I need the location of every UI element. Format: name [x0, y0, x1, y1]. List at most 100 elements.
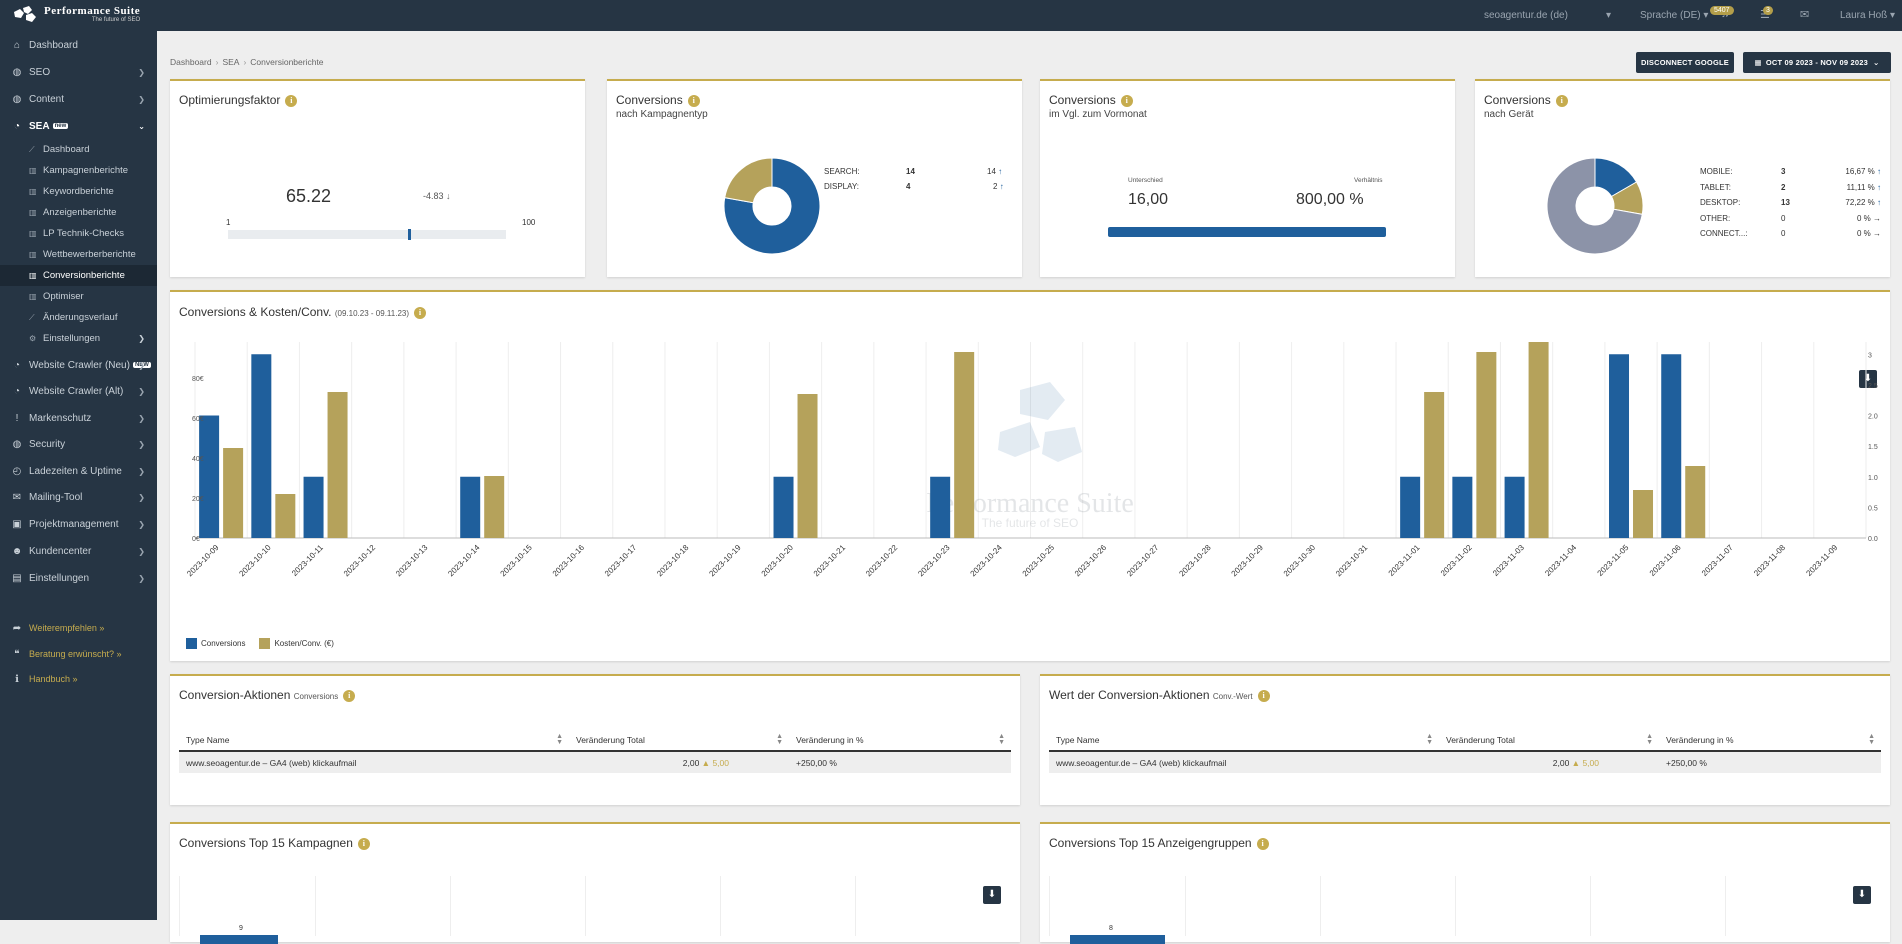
th-type-name[interactable]: Type Name ▲ ▼	[179, 729, 569, 752]
bar-conversions[interactable]	[1661, 354, 1682, 538]
sidebar-sub-lp-technik-checks[interactable]: ▥ LP Technik-Checks	[0, 223, 157, 244]
bar-kosten[interactable]	[275, 494, 296, 538]
info-icon[interactable]: i	[1257, 689, 1270, 702]
sidebar-item-markenschutz[interactable]: ! Markenschutz ❯	[0, 407, 157, 429]
sidebar-link-handbuch[interactable]: ℹ Handbuch »	[0, 668, 157, 690]
sidebar-sub-keywordberichte[interactable]: ▥ Keywordberichte	[0, 181, 157, 202]
sidebar-sub-dashboard[interactable]: ⟋ Dashboard	[0, 139, 157, 160]
sidebar-item-content[interactable]: ◍ Content ❯	[0, 88, 157, 110]
sidebar-link-beratung[interactable]: ❝ Beratung erwünscht? »	[0, 643, 157, 665]
bar-kosten[interactable]	[1633, 490, 1654, 538]
chevron-down-icon: ❯	[138, 519, 145, 529]
brand-logo[interactable]: Performance Suite The future of SEO	[12, 4, 140, 24]
sidebar-item-security[interactable]: ◍ Security ❯	[0, 433, 157, 455]
info-icon[interactable]: i	[285, 94, 298, 107]
bar-conversions[interactable]	[303, 476, 324, 538]
user-menu[interactable]: Laura Hoß ▾	[1840, 10, 1896, 21]
th-veraenderung-total[interactable]: Veränderung Total ▲ ▼	[569, 729, 789, 752]
sidebar-link-label: Weiterempfehlen »	[29, 623, 105, 633]
sidebar-sub-conversionberichte[interactable]: ▥ Conversionberichte	[0, 265, 157, 286]
th-type-name[interactable]: Type Name ▲ ▼	[1049, 729, 1439, 752]
info-icon[interactable]: i	[1555, 94, 1568, 107]
bar-conversions[interactable]	[251, 354, 272, 538]
sidebar-item-mailing-tool[interactable]: ✉ Mailing-Tool ❯	[0, 486, 157, 508]
bar-kosten[interactable]	[1476, 352, 1497, 538]
bar-kosten[interactable]	[1528, 342, 1549, 538]
language-selector[interactable]: Sprache (DE) ▾	[1640, 10, 1709, 21]
sidebar-item-seo[interactable]: ◍ SEO ❯	[0, 61, 157, 83]
sidebar-item-label: Website Crawler (Neu) NEW	[29, 360, 151, 371]
th-veraenderung-prozent[interactable]: Veränderung in % ▲ ▼	[789, 729, 1011, 752]
legend-kosten[interactable]: Kosten/Conv. (€)	[274, 639, 334, 648]
th-veraenderung-prozent[interactable]: Veränderung in % ▲ ▼	[1659, 729, 1881, 752]
y-right-tick: 1.0	[1868, 475, 1878, 482]
info-icon[interactable]: i	[687, 94, 700, 107]
date-range-button[interactable]: ▦ OCT 09 2023 - NOV 09 2023 ⌄	[1743, 52, 1891, 73]
domain-caret-icon[interactable]: ▾	[1606, 10, 1612, 21]
info-icon[interactable]: i	[343, 689, 356, 702]
sidebar-sub-aenderungsverlauf[interactable]: ⟋ Änderungsverlauf	[0, 307, 157, 328]
bar-conversions[interactable]	[773, 476, 794, 538]
bar-kosten[interactable]	[223, 448, 244, 538]
bar-conversions[interactable]	[930, 476, 951, 538]
sidebar-item-einstellungen[interactable]: ▤ Einstellungen ❯	[0, 567, 157, 589]
bar-conversions[interactable]	[1400, 476, 1421, 538]
donut-slice-search[interactable]	[723, 157, 821, 255]
legend-conversions[interactable]: Conversions	[201, 639, 246, 648]
bar-conversions[interactable]	[199, 415, 220, 539]
x-tick-label: 2023-10-19	[707, 543, 743, 579]
download-chart-button[interactable]: ⬇	[1853, 886, 1871, 904]
gear-icon: ⚙	[29, 334, 37, 343]
sidebar-item-website-crawler-neu[interactable]: ◔ Website Crawler (Neu) NEW ❯	[0, 354, 157, 376]
chevron-down-icon: ⌄	[138, 121, 145, 131]
y-right-tick: 2.0	[1868, 414, 1878, 421]
bar-conversions[interactable]	[1504, 476, 1525, 538]
info-icon[interactable]: i	[1256, 837, 1269, 850]
x-tick-label: 2023-10-15	[499, 543, 535, 579]
tasks-icon[interactable]: ☰	[1760, 9, 1770, 21]
bar-kosten[interactable]	[327, 392, 348, 538]
sidebar-link-weiterempfehlen[interactable]: ➦ Weiterempfehlen »	[0, 617, 157, 639]
sidebar-sub-einstellungen[interactable]: ⚙ Einstellungen ❯	[0, 328, 157, 349]
conversions-geraet-card: Conversions i nach Gerät MOBILE: 3 16,67 % …	[1475, 79, 1890, 277]
breadcrumb-dashboard[interactable]: Dashboard	[170, 57, 212, 67]
sidebar-sub-optimiser[interactable]: ▥ Optimiser	[0, 286, 157, 307]
sidebar-item-kundencenter[interactable]: ☻ Kundencenter ❯	[0, 540, 157, 562]
info-icon[interactable]: i	[1120, 94, 1133, 107]
sidebar-link-label: Beratung erwünscht? »	[29, 649, 122, 659]
chevron-down-icon: ❯	[138, 492, 145, 502]
breadcrumb-sea[interactable]: SEA	[222, 57, 240, 67]
opt-max: 100	[522, 218, 536, 227]
domain-selector[interactable]: seoagentur.de (de)	[1484, 10, 1568, 21]
bar-kosten[interactable]	[1424, 392, 1445, 538]
disconnect-google-button[interactable]: DISCONNECT GOOGLE	[1636, 52, 1734, 73]
breadcrumb-current: Conversionberichte	[250, 57, 324, 67]
bar-kosten[interactable]	[797, 394, 818, 538]
sidebar-item-dashboard[interactable]: ⌂ Dashboard	[0, 34, 157, 56]
bar-conversions[interactable]	[1452, 476, 1473, 538]
sidebar-item-sea[interactable]: ◔ SEA new ⌄	[0, 115, 157, 137]
donut-slice-desktop[interactable]	[1546, 157, 1643, 255]
info-icon[interactable]: i	[414, 306, 426, 319]
bar-conversions[interactable]	[460, 476, 481, 538]
download-chart-button[interactable]: ⬇	[983, 886, 1001, 904]
opt-gauge-marker	[407, 229, 411, 240]
kampagnen-bar[interactable]	[200, 935, 278, 944]
download-chart-button[interactable]: ⬇	[1859, 370, 1877, 388]
anzeigengruppen-bar[interactable]	[1070, 935, 1165, 944]
sidebar-item-website-crawler-alt[interactable]: ◔ Website Crawler (Alt) ❯	[0, 380, 157, 402]
info-icon[interactable]: i	[357, 837, 370, 850]
donut-slice-display[interactable]	[724, 157, 773, 204]
bar-kosten[interactable]	[954, 352, 975, 538]
card-subtitle: nach Gerät	[1484, 109, 1534, 120]
bar-kosten[interactable]	[1685, 466, 1706, 538]
bar-conversions[interactable]	[1609, 354, 1630, 538]
sidebar-sub-anzeigenberichte[interactable]: ▥ Anzeigenberichte	[0, 202, 157, 223]
sidebar-item-projektmanagement[interactable]: ▣ Projektmanagement ❯	[0, 513, 157, 535]
sidebar-item-ladezeiten[interactable]: ◴ Ladezeiten & Uptime ❯	[0, 460, 157, 482]
th-veraenderung-total[interactable]: Veränderung Total ▲ ▼	[1439, 729, 1659, 752]
bar-kosten[interactable]	[484, 476, 505, 538]
sidebar-sub-wettbewerberberichte[interactable]: ▥ Wettbewerberberichte	[0, 244, 157, 265]
sidebar-sub-kampagnenberichte[interactable]: ▥ Kampagnenberichte	[0, 160, 157, 181]
mail-icon[interactable]: ✉	[1800, 9, 1810, 21]
